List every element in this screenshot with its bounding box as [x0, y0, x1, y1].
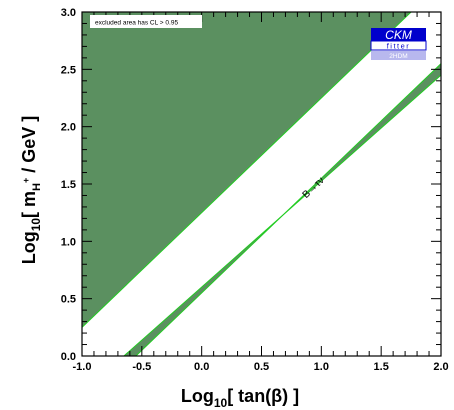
logo-subtitle: fitter	[387, 42, 411, 51]
x-tick-label: 2.0	[433, 361, 448, 373]
logo-model-box	[371, 51, 426, 60]
logo-subtitle-box	[370, 40, 427, 51]
legend-box	[90, 15, 202, 28]
x-tick-label: 0.5	[254, 361, 269, 373]
excluded-regions	[81, 11, 442, 357]
ckmfitter-logo: CKM fitter 2HDM	[370, 28, 427, 60]
y-tick-label: 0.0	[61, 351, 76, 363]
band-upper-boundary	[135, 63, 442, 357]
upper-region-boundary	[81, 11, 412, 328]
x-tick-label: 1.0	[314, 361, 329, 373]
y-tick-label: 2.5	[61, 64, 76, 76]
logo-title: CKM	[385, 28, 412, 42]
legend: excluded area has CL > 0.95	[90, 15, 202, 28]
y-tick-label: 2.0	[61, 122, 76, 134]
logo-title-box	[371, 28, 426, 41]
y-axis-title: Log10[ mH+ / GeV ]	[19, 116, 43, 265]
x-tick-label: 1.5	[374, 361, 389, 373]
y-tick-label: 0.5	[61, 294, 76, 306]
x-tick-label: -1.0	[73, 361, 92, 373]
tick-labels: -1.0 -0.5 0.0 0.5 1.0 1.5 2.0 0.0 0.5 1.0 1.5 2.0 2.…	[61, 7, 449, 373]
x-tick-label: -0.5	[132, 361, 151, 373]
x-tick-label: 0.0	[194, 361, 209, 373]
legend-text: excluded area has CL > 0.95	[95, 20, 178, 27]
y-tick-label: 1.5	[61, 179, 76, 191]
logo-model: 2HDM	[389, 53, 407, 60]
x-axis-title: Log10[ tan(β) ]	[181, 386, 299, 410]
y-tick-label: 3.0	[61, 7, 76, 19]
y-tick-label: 1.0	[61, 236, 76, 248]
